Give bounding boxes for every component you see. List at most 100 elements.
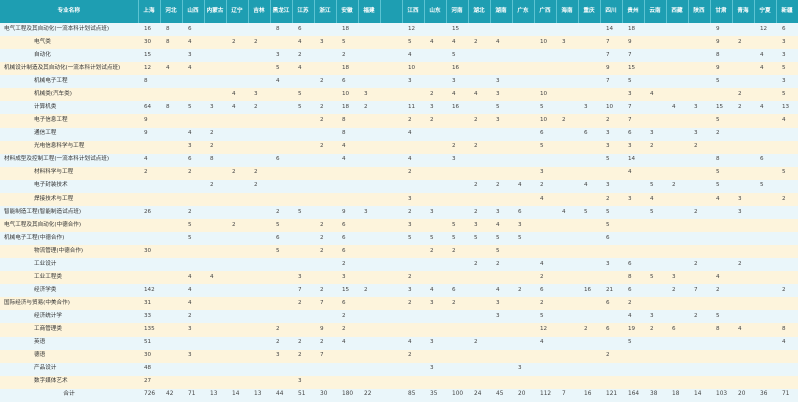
quota-cell: [226, 258, 248, 272]
quota-cell: 7: [600, 36, 622, 50]
quota-cell: [248, 23, 270, 37]
quota-cell: [512, 310, 534, 324]
quota-cell: [732, 49, 754, 63]
quota-cell: [314, 127, 336, 141]
quota-cell: [688, 271, 710, 285]
quota-cell: [754, 362, 776, 376]
quota-cell: 3: [490, 205, 512, 219]
quota-cell: [512, 88, 534, 102]
quota-cell: [248, 349, 270, 363]
quota-cell: 5: [534, 140, 556, 154]
table-row: 电子信息工程 9 2 8 2 2 2 3 10 2 2 7 5 4: [0, 114, 798, 128]
quota-cell: [754, 323, 776, 337]
quota-cell: 15: [336, 284, 358, 298]
quota-cell: [644, 218, 666, 232]
quota-cell: [248, 127, 270, 141]
quota-cell: [622, 218, 644, 232]
quota-cell: [358, 218, 380, 232]
quota-cell: [490, 49, 512, 63]
quota-cell: 4: [490, 284, 512, 298]
quota-cell: [270, 36, 292, 50]
table-row: 工业工程类 4 4 3 3 2 2 8 5 3 4: [0, 271, 798, 285]
quota-cell: [160, 205, 182, 219]
quota-cell: 3: [424, 336, 446, 350]
quota-cell: [248, 114, 270, 128]
quota-cell: [688, 36, 710, 50]
quota-cell: [358, 75, 380, 89]
quota-cell: [468, 349, 490, 363]
quota-cell: [600, 310, 622, 324]
quota-cell: [336, 179, 358, 193]
quota-cell: [512, 101, 534, 115]
quota-cell: 2: [248, 36, 270, 50]
quota-cell: 3: [622, 192, 644, 206]
quota-cell: [182, 88, 204, 102]
quota-cell: 4: [182, 127, 204, 141]
quota-cell: [160, 258, 182, 272]
quota-cell: [270, 297, 292, 311]
total-cell: 24: [468, 388, 490, 402]
quota-cell: 4: [336, 153, 358, 167]
quota-cell: [160, 297, 182, 311]
quota-cell: [138, 218, 160, 232]
quota-cell: [578, 75, 600, 89]
quota-cell: 6: [182, 23, 204, 37]
quota-cell: 10: [336, 88, 358, 102]
quota-cell: [446, 323, 468, 337]
quota-cell: [226, 192, 248, 206]
quota-cell: [578, 336, 600, 350]
quota-cell: 5: [336, 36, 358, 50]
quota-cell: [270, 258, 292, 272]
quota-cell: [160, 127, 182, 141]
quota-cell: 2: [336, 49, 358, 63]
quota-cell: 5: [776, 166, 798, 180]
quota-cell: [534, 349, 556, 363]
quota-cell: [380, 62, 402, 76]
total-cell: 18: [666, 388, 688, 402]
quota-cell: 4: [138, 153, 160, 167]
quota-cell: 4: [402, 153, 424, 167]
quota-cell: [732, 218, 754, 232]
quota-cell: 4: [776, 114, 798, 128]
quota-cell: 10: [534, 36, 556, 50]
quota-cell: 5: [600, 218, 622, 232]
quota-cell: 4: [490, 218, 512, 232]
quota-cell: [160, 284, 182, 298]
quota-cell: [204, 258, 226, 272]
quota-cell: [160, 375, 182, 389]
quota-cell: 2: [314, 284, 336, 298]
quota-cell: [248, 297, 270, 311]
quota-cell: 2: [446, 297, 468, 311]
quota-cell: [776, 127, 798, 141]
quota-cell: [446, 271, 468, 285]
quota-cell: [380, 36, 402, 50]
quota-cell: 4: [292, 62, 314, 76]
quota-cell: 11: [402, 101, 424, 115]
quota-cell: 3: [358, 88, 380, 102]
quota-cell: 12: [138, 62, 160, 76]
quota-cell: [776, 349, 798, 363]
quota-cell: [358, 114, 380, 128]
quota-cell: [512, 75, 534, 89]
quota-cell: [160, 114, 182, 128]
header-province: 重庆: [578, 0, 601, 23]
quota-cell: [204, 323, 226, 337]
quota-cell: [270, 284, 292, 298]
quota-cell: 4: [402, 49, 424, 63]
quota-cell: 7: [292, 284, 314, 298]
quota-cell: 2: [270, 323, 292, 337]
quota-cell: [490, 127, 512, 141]
quota-cell: [380, 297, 402, 311]
quota-cell: [644, 284, 666, 298]
quota-cell: [512, 336, 534, 350]
quota-cell: 7: [600, 49, 622, 63]
quota-cell: [754, 114, 776, 128]
header-province: 上海: [138, 0, 161, 23]
header-province: 内蒙古: [204, 0, 227, 23]
quota-cell: 2: [688, 310, 710, 324]
quota-cell: [138, 192, 160, 206]
quota-cell: [204, 310, 226, 324]
quota-cell: [754, 271, 776, 285]
quota-cell: [358, 140, 380, 154]
quota-cell: 6: [270, 232, 292, 246]
